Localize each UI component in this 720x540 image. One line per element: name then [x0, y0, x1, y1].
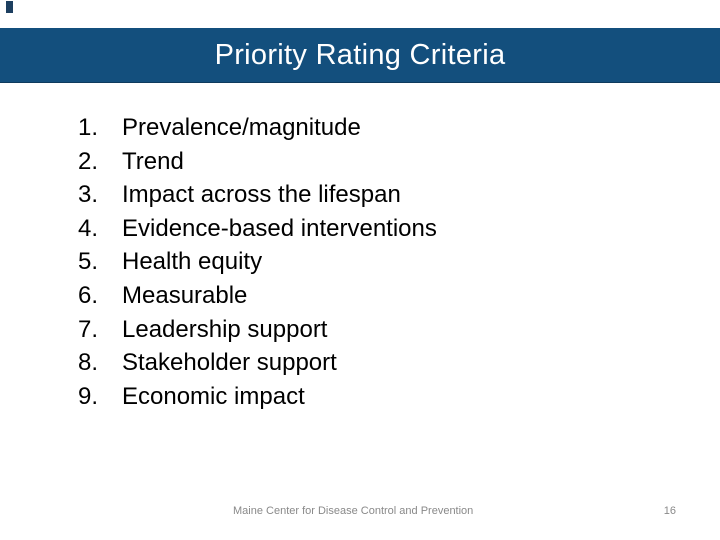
list-item: 4. Evidence-based interventions [78, 212, 437, 246]
list-item-number: 9. [78, 382, 99, 410]
list-item: 3. Impact across the lifespan [78, 178, 437, 212]
list-item-number: 7. [78, 315, 99, 343]
title-bar: Priority Rating Criteria [0, 28, 720, 83]
list-item: 9. Economic impact [78, 380, 437, 414]
list-item-number: 2. [78, 147, 99, 175]
list-item-text: Economic impact [122, 382, 305, 410]
list-item-number: 3. [78, 181, 99, 209]
list-item-text: Measurable [122, 281, 248, 309]
list-item: 8. Stakeholder support [78, 346, 437, 380]
corner-mark [6, 1, 13, 13]
list-item-number: 1. [78, 114, 99, 141]
list-item: 5. Health equity [78, 245, 437, 279]
list-item: 6. Measurable [78, 279, 437, 313]
list-item-number: 6. [78, 281, 99, 309]
criteria-list: 1. Prevalence/magnitude 2. Trend 3. Impact ac… [78, 111, 437, 413]
list-item-text: Impact across the lifespan [122, 181, 401, 209]
slide-title: Priority Rating Criteria [214, 38, 506, 71]
list-item: 7. Leadership support [78, 313, 437, 347]
list-item: 1. Prevalence/magnitude [78, 111, 437, 145]
list-item-text: Leadership support [122, 315, 328, 343]
list-item-text: Prevalence/magnitude [122, 114, 361, 141]
list-item-number: 4. [78, 214, 99, 242]
list-item-text: Trend [122, 147, 184, 175]
list-item-number: 5. [78, 248, 99, 276]
footer-text: Maine Center for Disease Control and Pre… [233, 505, 474, 517]
list-item-number: 8. [78, 349, 99, 377]
page-number: 16 [663, 505, 676, 517]
list-item: 2. Trend [78, 145, 437, 179]
list-item-text: Stakeholder support [122, 349, 337, 377]
list-item-text: Evidence-based interventions [122, 214, 437, 242]
list-item-text: Health equity [122, 248, 263, 276]
